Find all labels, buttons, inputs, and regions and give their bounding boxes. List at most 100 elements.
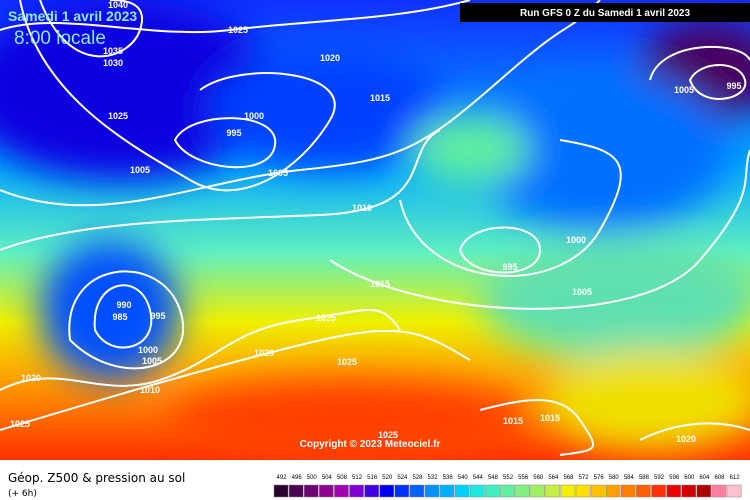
isobar-label: 1020: [676, 434, 696, 444]
run-bar: [460, 3, 750, 22]
legend-swatch: [500, 484, 515, 498]
isobar-label: 1005: [142, 356, 162, 366]
legend-value: 548: [488, 475, 499, 481]
legend-swatch: [696, 484, 712, 498]
legend-step: (+ 6h): [8, 489, 37, 499]
isobar-label: 995: [502, 262, 517, 272]
legend-value: 528: [412, 475, 423, 481]
legend-value: 596: [669, 475, 680, 481]
legend-value: 604: [699, 475, 710, 481]
legend-swatch: [621, 484, 636, 498]
isobar-label: 1025: [316, 313, 336, 323]
isobar-label: 1000: [138, 345, 158, 355]
isobar-label: 1015: [503, 416, 523, 426]
legend-value: 496: [292, 475, 303, 481]
legend-swatch: [515, 484, 530, 498]
isobar-label: 1035: [103, 46, 123, 56]
isobar-label: 1025: [337, 357, 357, 367]
legend-value: 568: [563, 475, 574, 481]
legend-value: 612: [730, 475, 741, 481]
isobar-label: 1015: [370, 93, 390, 103]
legend-value: 500: [307, 475, 318, 481]
copyright: Copyright © 2023 Meteociel.fr: [300, 439, 441, 450]
isobar-label: 990: [116, 300, 131, 310]
isobar-label: 1000: [244, 111, 264, 121]
isobar-label: 1010: [140, 385, 160, 395]
isobar-label: 1005: [268, 168, 288, 178]
legend-value: 504: [322, 475, 333, 481]
isobar-label: 995: [726, 81, 741, 91]
legend-swatch: [334, 484, 349, 498]
legend-swatch: [681, 484, 697, 498]
legend-swatch: [303, 484, 319, 498]
legend-title: Géop. Z500 & pression au sol: [8, 471, 185, 485]
isobar-label: 1005: [130, 165, 150, 175]
isobar-label: 1000: [566, 235, 586, 245]
legend-swatch: [560, 484, 576, 498]
isobar-label: 1015: [370, 279, 390, 289]
legend-value: 536: [443, 475, 454, 481]
isobar-label: 1040: [108, 0, 128, 10]
legend-value: 540: [458, 475, 469, 481]
legend-swatch: [424, 484, 440, 498]
legend-value: 516: [367, 475, 378, 481]
legend-value: 588: [639, 475, 650, 481]
legend-swatch: [288, 484, 304, 498]
legend-swatch: [590, 484, 606, 498]
legend-value: 524: [397, 475, 408, 481]
isobar-label: 995: [226, 128, 241, 138]
legend-value: 608: [714, 475, 725, 481]
isobar-label: 1020: [21, 373, 41, 383]
legend-swatch: [545, 484, 561, 498]
isobar-label: 1025: [108, 111, 128, 121]
isobar-label: 1005: [674, 85, 694, 95]
legend-swatch: [349, 484, 364, 498]
isobar-label: 1025: [10, 419, 30, 429]
legend-value: 520: [382, 475, 393, 481]
isobar-label: 1010: [352, 203, 372, 213]
isobars: [0, 0, 750, 455]
legend-value: 556: [518, 475, 529, 481]
legend-swatch: [636, 484, 651, 498]
legend-swatch: [439, 484, 455, 498]
legend-value: 492: [277, 475, 288, 481]
legend-value: 584: [624, 475, 635, 481]
legend-swatch: [726, 484, 742, 498]
isobar-label: 1020: [320, 53, 340, 63]
legend-swatch: [364, 484, 379, 498]
isobar-label: 1025: [228, 25, 248, 35]
legend-swatch: [605, 484, 621, 498]
legend-swatch: [454, 484, 470, 498]
run-info: Run GFS 0 Z du Samedi 1 avril 2023: [520, 8, 690, 19]
isobar-label: 1025: [378, 430, 398, 440]
isobar-label: 1020: [254, 348, 274, 358]
legend-swatch: [666, 484, 681, 498]
isobar-label: 985: [112, 312, 127, 322]
legend-swatch: [409, 484, 425, 498]
legend-value: 532: [428, 475, 439, 481]
legend-swatch: [394, 484, 410, 498]
legend-swatch: [530, 484, 546, 498]
legend-value: 564: [548, 475, 559, 481]
legend-swatch: [575, 484, 591, 498]
isobar-label: 1005: [572, 287, 592, 297]
legend-value: 600: [684, 475, 695, 481]
legend-swatch: [273, 484, 289, 498]
legend-swatch: [379, 484, 395, 498]
isobar-label: 1015: [540, 413, 560, 423]
background: [0, 0, 750, 460]
date: Samedi 1 avril 2023: [8, 8, 137, 24]
legend-swatch: [485, 484, 500, 498]
legend-swatch: [470, 484, 485, 498]
legend-value: 508: [337, 475, 348, 481]
time: 8:00 locale: [14, 28, 106, 49]
legend-swatch: [651, 484, 666, 498]
legend-value: 512: [352, 475, 363, 481]
legend-value: 580: [609, 475, 620, 481]
legend-value: 544: [473, 475, 484, 481]
isobar-label: 995: [150, 311, 165, 321]
legend-value: 572: [579, 475, 590, 481]
legend-swatch: [711, 484, 727, 498]
